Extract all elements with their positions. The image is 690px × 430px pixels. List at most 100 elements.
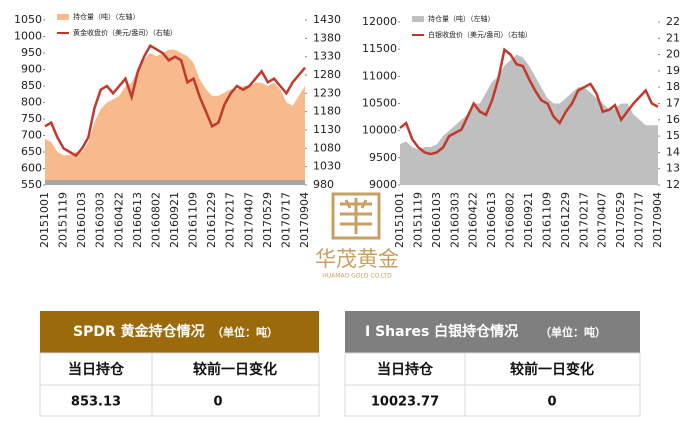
area bbox=[400, 54, 658, 185]
chart: 9000 9500 10000 10500 11000 11500 12000 12 13 14 1… bbox=[362, 14, 680, 248]
x-tick-label: 20160921 bbox=[168, 192, 181, 248]
y2-tick-label: 1130 bbox=[313, 123, 341, 136]
table-value: 10023.77 bbox=[371, 395, 439, 410]
x-tick-label: 20170904 bbox=[651, 192, 664, 248]
table-header bbox=[345, 311, 640, 353]
y2-tick-label: 22 bbox=[666, 15, 680, 28]
y2-tick-label: 19 bbox=[666, 64, 680, 77]
y2-tick-label: 1380 bbox=[313, 31, 341, 44]
table-gold: SPDR 黄金持仓情况 （单位：吨） 当日持仓 较前一日变化 853.13 0 bbox=[39, 311, 320, 417]
table-value: 853.13 bbox=[71, 395, 121, 410]
x-tick-label: 20160613 bbox=[485, 192, 498, 248]
y-tick-label: 10000 bbox=[362, 124, 397, 137]
table-cell bbox=[39, 352, 153, 386]
legend-label: 持仓量（吨）（左轴） bbox=[73, 12, 140, 21]
y-tick-label: 9500 bbox=[369, 151, 397, 164]
table-value: 0 bbox=[213, 395, 222, 410]
y2-tick-label: 1230 bbox=[313, 86, 341, 99]
y-tick-label: 850 bbox=[21, 79, 42, 92]
x-tick-label: 20160422 bbox=[467, 192, 480, 248]
legend-label: 白银收盘价（美元/盎司）（右轴） bbox=[428, 30, 532, 39]
table-silver: I Shares 白银持仓情况 （单位：吨） 当日持仓 较前一日变化 10023… bbox=[344, 311, 641, 417]
x-tick-label: 20161229 bbox=[559, 192, 572, 248]
y2-tick-label: 16 bbox=[666, 113, 680, 126]
table-header bbox=[40, 311, 319, 353]
y2-tick-label: 17 bbox=[666, 97, 680, 110]
legend-label: 持仓量（吨）（左轴） bbox=[428, 14, 495, 23]
y2-tick-label: 13 bbox=[666, 162, 680, 175]
column-header: 当日持仓 bbox=[377, 361, 434, 378]
y-tick-label: 900 bbox=[21, 63, 42, 76]
y-tick-label: 11500 bbox=[362, 42, 397, 55]
x-tick-label: 20151001 bbox=[38, 192, 51, 248]
x-tick-label: 20170217 bbox=[577, 192, 590, 248]
y-tick-label: 12000 bbox=[362, 15, 397, 28]
y2-tick-label: 1280 bbox=[313, 68, 341, 81]
table-unit: （单位：吨） bbox=[212, 325, 278, 339]
line bbox=[399, 47, 659, 156]
legend-label: 黄金收盘价（美元/盎司）（右轴） bbox=[73, 28, 177, 37]
x-tick-label: 20161229 bbox=[205, 192, 218, 248]
logo-icon bbox=[340, 198, 372, 234]
y-tick-label: 750 bbox=[21, 112, 42, 125]
x-tick-label: 20160303 bbox=[94, 192, 107, 248]
legend-swatch bbox=[412, 16, 424, 22]
column-header: 较前一日变化 bbox=[193, 361, 277, 378]
x-tick-label: 20160303 bbox=[448, 192, 461, 248]
x-tick-label: 20160802 bbox=[149, 192, 162, 248]
axis-band bbox=[45, 180, 305, 185]
x-tick-label: 20160921 bbox=[522, 192, 535, 248]
y2-tick-label: 1330 bbox=[313, 50, 341, 63]
line bbox=[44, 43, 306, 158]
table-cell bbox=[464, 384, 641, 417]
y2-tick-label: 18 bbox=[666, 80, 680, 93]
column-header: 当日持仓 bbox=[68, 361, 125, 378]
logo-icon bbox=[331, 192, 381, 240]
x-tick-label: 20151119 bbox=[411, 192, 424, 248]
x-tick-label: 20170529 bbox=[261, 192, 274, 248]
table-title: I Shares 白银持仓情况 bbox=[365, 323, 518, 340]
y-tick-label: 1050 bbox=[14, 13, 42, 26]
table-value: 0 bbox=[547, 395, 556, 410]
y2-tick-label: 1430 bbox=[313, 13, 341, 26]
y2-tick-label: 20 bbox=[666, 48, 680, 61]
table-cell bbox=[151, 384, 320, 417]
logo-name: 华茂黄金 bbox=[315, 247, 399, 271]
y2-tick-label: 980 bbox=[313, 178, 334, 191]
y-tick-label: 1000 bbox=[14, 30, 42, 43]
y-tick-label: 600 bbox=[21, 162, 42, 175]
y-tick-label: 10500 bbox=[362, 97, 397, 110]
x-tick-label: 20160103 bbox=[75, 192, 88, 248]
y-tick-label: 550 bbox=[21, 178, 42, 191]
table-unit: （单位：吨） bbox=[540, 325, 606, 339]
x-tick-label: 20160422 bbox=[112, 192, 125, 248]
x-tick-label: 20170717 bbox=[633, 192, 646, 248]
y2-tick-label: 15 bbox=[666, 129, 680, 142]
y-tick-label: 11000 bbox=[362, 69, 397, 82]
y2-tick-label: 12 bbox=[666, 178, 680, 191]
x-tick-label: 20170407 bbox=[242, 192, 255, 248]
y2-tick-label: 14 bbox=[666, 145, 680, 158]
x-tick-label: 20170217 bbox=[224, 192, 237, 248]
x-tick-label: 20161109 bbox=[540, 192, 553, 248]
table-title: SPDR 黄金持仓情况 bbox=[73, 323, 205, 340]
table-cell bbox=[151, 352, 320, 386]
x-tick-label: 20170904 bbox=[298, 192, 311, 248]
x-tick-label: 20170717 bbox=[279, 192, 292, 248]
x-tick-label: 20161109 bbox=[187, 192, 200, 248]
x-tick-label: 20160103 bbox=[430, 192, 443, 248]
y2-tick-label: 21 bbox=[666, 31, 680, 44]
x-tick-label: 20151119 bbox=[57, 192, 70, 248]
column-header: 较前一日变化 bbox=[510, 361, 594, 378]
x-tick-label: 20170407 bbox=[596, 192, 609, 248]
y-tick-label: 950 bbox=[21, 46, 42, 59]
y-tick-label: 650 bbox=[21, 145, 42, 158]
y-tick-label: 800 bbox=[21, 96, 42, 109]
logo-subtitle: HUAMAO GOLD CO.LTD bbox=[322, 273, 392, 280]
y2-tick-label: 1080 bbox=[313, 141, 341, 154]
x-tick-label: 20160613 bbox=[131, 192, 144, 248]
y-tick-label: 700 bbox=[21, 129, 42, 142]
y2-tick-label: 1030 bbox=[313, 160, 341, 173]
x-tick-label: 20170529 bbox=[614, 192, 627, 248]
